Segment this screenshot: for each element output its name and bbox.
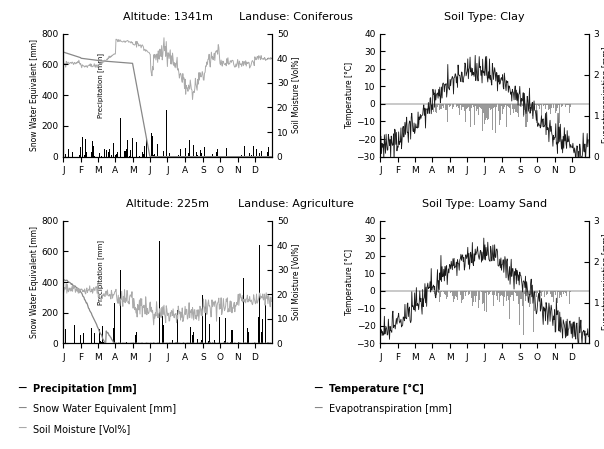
Text: Precipitation [mm]: Precipitation [mm] <box>98 240 104 305</box>
Text: Soil Type: Loamy Sand: Soil Type: Loamy Sand <box>422 199 547 209</box>
Text: ─: ─ <box>18 382 25 395</box>
Y-axis label: Temperature [°C]: Temperature [°C] <box>345 62 354 128</box>
Y-axis label: Temperature [°C]: Temperature [°C] <box>345 249 354 315</box>
Y-axis label: Soil Moisture [Vol%]: Soil Moisture [Vol%] <box>291 57 300 133</box>
Text: Temperature [°C]: Temperature [°C] <box>329 383 424 394</box>
Y-axis label: Snow Water Equivalent [mm]: Snow Water Equivalent [mm] <box>30 39 39 151</box>
Y-axis label: Evapotranspiration [mm]: Evapotranspiration [mm] <box>602 233 604 330</box>
Text: Soil Moisture [Vol%]: Soil Moisture [Vol%] <box>33 424 130 434</box>
Y-axis label: Snow Water Equivalent [mm]: Snow Water Equivalent [mm] <box>30 226 39 338</box>
Text: Altitude: 1341m: Altitude: 1341m <box>123 12 213 22</box>
Text: Altitude: 225m: Altitude: 225m <box>126 199 209 209</box>
Text: Precipitation [mm]: Precipitation [mm] <box>98 53 104 118</box>
Text: Landuse: Agriculture: Landuse: Agriculture <box>238 199 354 209</box>
Text: ─: ─ <box>18 423 25 435</box>
Y-axis label: Evapotranspiration [mm]: Evapotranspiration [mm] <box>602 47 604 144</box>
Text: ─: ─ <box>18 402 25 415</box>
Y-axis label: Soil Moisture [Vol%]: Soil Moisture [Vol%] <box>291 244 300 320</box>
Text: ─: ─ <box>314 382 321 395</box>
Text: Precipitation [mm]: Precipitation [mm] <box>33 383 137 393</box>
Text: Snow Water Equivalent [mm]: Snow Water Equivalent [mm] <box>33 404 176 414</box>
Text: Evapotranspiration [mm]: Evapotranspiration [mm] <box>329 404 452 414</box>
Text: ─: ─ <box>314 402 321 415</box>
Text: Landuse: Coniferous: Landuse: Coniferous <box>239 12 353 22</box>
Text: Soil Type: Clay: Soil Type: Clay <box>445 12 525 22</box>
